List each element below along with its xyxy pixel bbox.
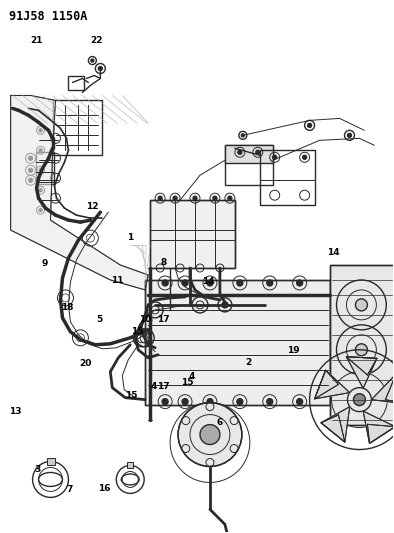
Circle shape: [228, 196, 232, 200]
Bar: [150, 200, 235, 268]
Text: 20: 20: [79, 359, 91, 368]
Polygon shape: [321, 407, 350, 442]
Circle shape: [297, 399, 303, 405]
Text: 7: 7: [66, 485, 72, 494]
Circle shape: [39, 129, 42, 132]
Circle shape: [238, 150, 242, 154]
Circle shape: [173, 196, 177, 200]
Bar: [260, 150, 314, 205]
Circle shape: [267, 280, 273, 286]
Circle shape: [273, 155, 277, 159]
Circle shape: [162, 280, 168, 286]
Circle shape: [355, 299, 367, 311]
Text: 18: 18: [61, 303, 74, 312]
Text: 4: 4: [151, 382, 157, 391]
Bar: [46, 457, 54, 465]
Text: 22: 22: [91, 36, 103, 45]
Bar: [127, 463, 133, 469]
Polygon shape: [314, 370, 350, 399]
Text: 21: 21: [31, 36, 43, 45]
Text: 8: 8: [161, 259, 167, 267]
Circle shape: [39, 169, 42, 172]
Bar: [69, 77, 84, 91]
Text: 15: 15: [125, 391, 137, 400]
Text: 19: 19: [287, 346, 299, 355]
Circle shape: [297, 280, 303, 286]
Text: 12: 12: [86, 203, 98, 212]
Circle shape: [39, 189, 42, 192]
Circle shape: [182, 280, 188, 286]
Text: 5: 5: [97, 315, 103, 324]
Text: 17: 17: [157, 315, 170, 324]
Polygon shape: [314, 370, 338, 399]
Polygon shape: [363, 411, 394, 443]
Text: 17: 17: [157, 382, 170, 391]
Text: 15: 15: [131, 327, 143, 336]
Circle shape: [303, 155, 307, 159]
Circle shape: [178, 402, 242, 466]
Bar: [52, 100, 102, 155]
Polygon shape: [11, 95, 148, 290]
Text: 91J58 1150A: 91J58 1150A: [9, 10, 87, 23]
Text: 15: 15: [180, 378, 193, 387]
Bar: [225, 146, 273, 163]
Circle shape: [200, 425, 220, 445]
Text: 10: 10: [139, 315, 151, 324]
Polygon shape: [372, 374, 394, 403]
Bar: [329, 265, 394, 425]
Text: 11: 11: [111, 276, 124, 285]
Circle shape: [39, 149, 42, 152]
Circle shape: [193, 196, 197, 200]
Circle shape: [29, 178, 33, 182]
Polygon shape: [321, 415, 345, 442]
Text: 13: 13: [9, 407, 22, 416]
Circle shape: [29, 168, 33, 172]
Text: 2: 2: [245, 358, 251, 367]
Bar: [150, 200, 235, 268]
Circle shape: [91, 59, 94, 62]
Text: 16: 16: [98, 484, 111, 493]
Polygon shape: [346, 357, 377, 388]
Circle shape: [222, 302, 228, 308]
Circle shape: [308, 123, 312, 127]
Bar: [145, 280, 329, 405]
Circle shape: [182, 399, 188, 405]
Text: 14: 14: [203, 277, 215, 286]
Bar: [145, 280, 329, 405]
Circle shape: [237, 280, 243, 286]
Circle shape: [237, 399, 243, 405]
Text: 4: 4: [189, 372, 195, 381]
Polygon shape: [346, 357, 377, 375]
Circle shape: [98, 67, 102, 70]
Circle shape: [348, 133, 351, 138]
Bar: [329, 265, 394, 425]
Circle shape: [355, 344, 367, 356]
Text: 1: 1: [127, 233, 134, 242]
Circle shape: [256, 150, 260, 154]
Polygon shape: [368, 424, 394, 443]
Circle shape: [207, 399, 213, 405]
Circle shape: [39, 208, 42, 212]
Circle shape: [207, 280, 213, 286]
Circle shape: [158, 196, 162, 200]
Text: 14: 14: [327, 248, 340, 257]
Circle shape: [29, 156, 33, 160]
Circle shape: [242, 134, 244, 137]
Text: 6: 6: [217, 418, 223, 427]
Circle shape: [267, 399, 273, 405]
Circle shape: [353, 394, 365, 406]
Bar: [35, 152, 54, 184]
Text: 9: 9: [41, 260, 48, 268]
Circle shape: [213, 196, 217, 200]
Circle shape: [162, 399, 168, 405]
Polygon shape: [385, 374, 394, 403]
Text: 3: 3: [35, 465, 41, 474]
Bar: [225, 146, 273, 185]
